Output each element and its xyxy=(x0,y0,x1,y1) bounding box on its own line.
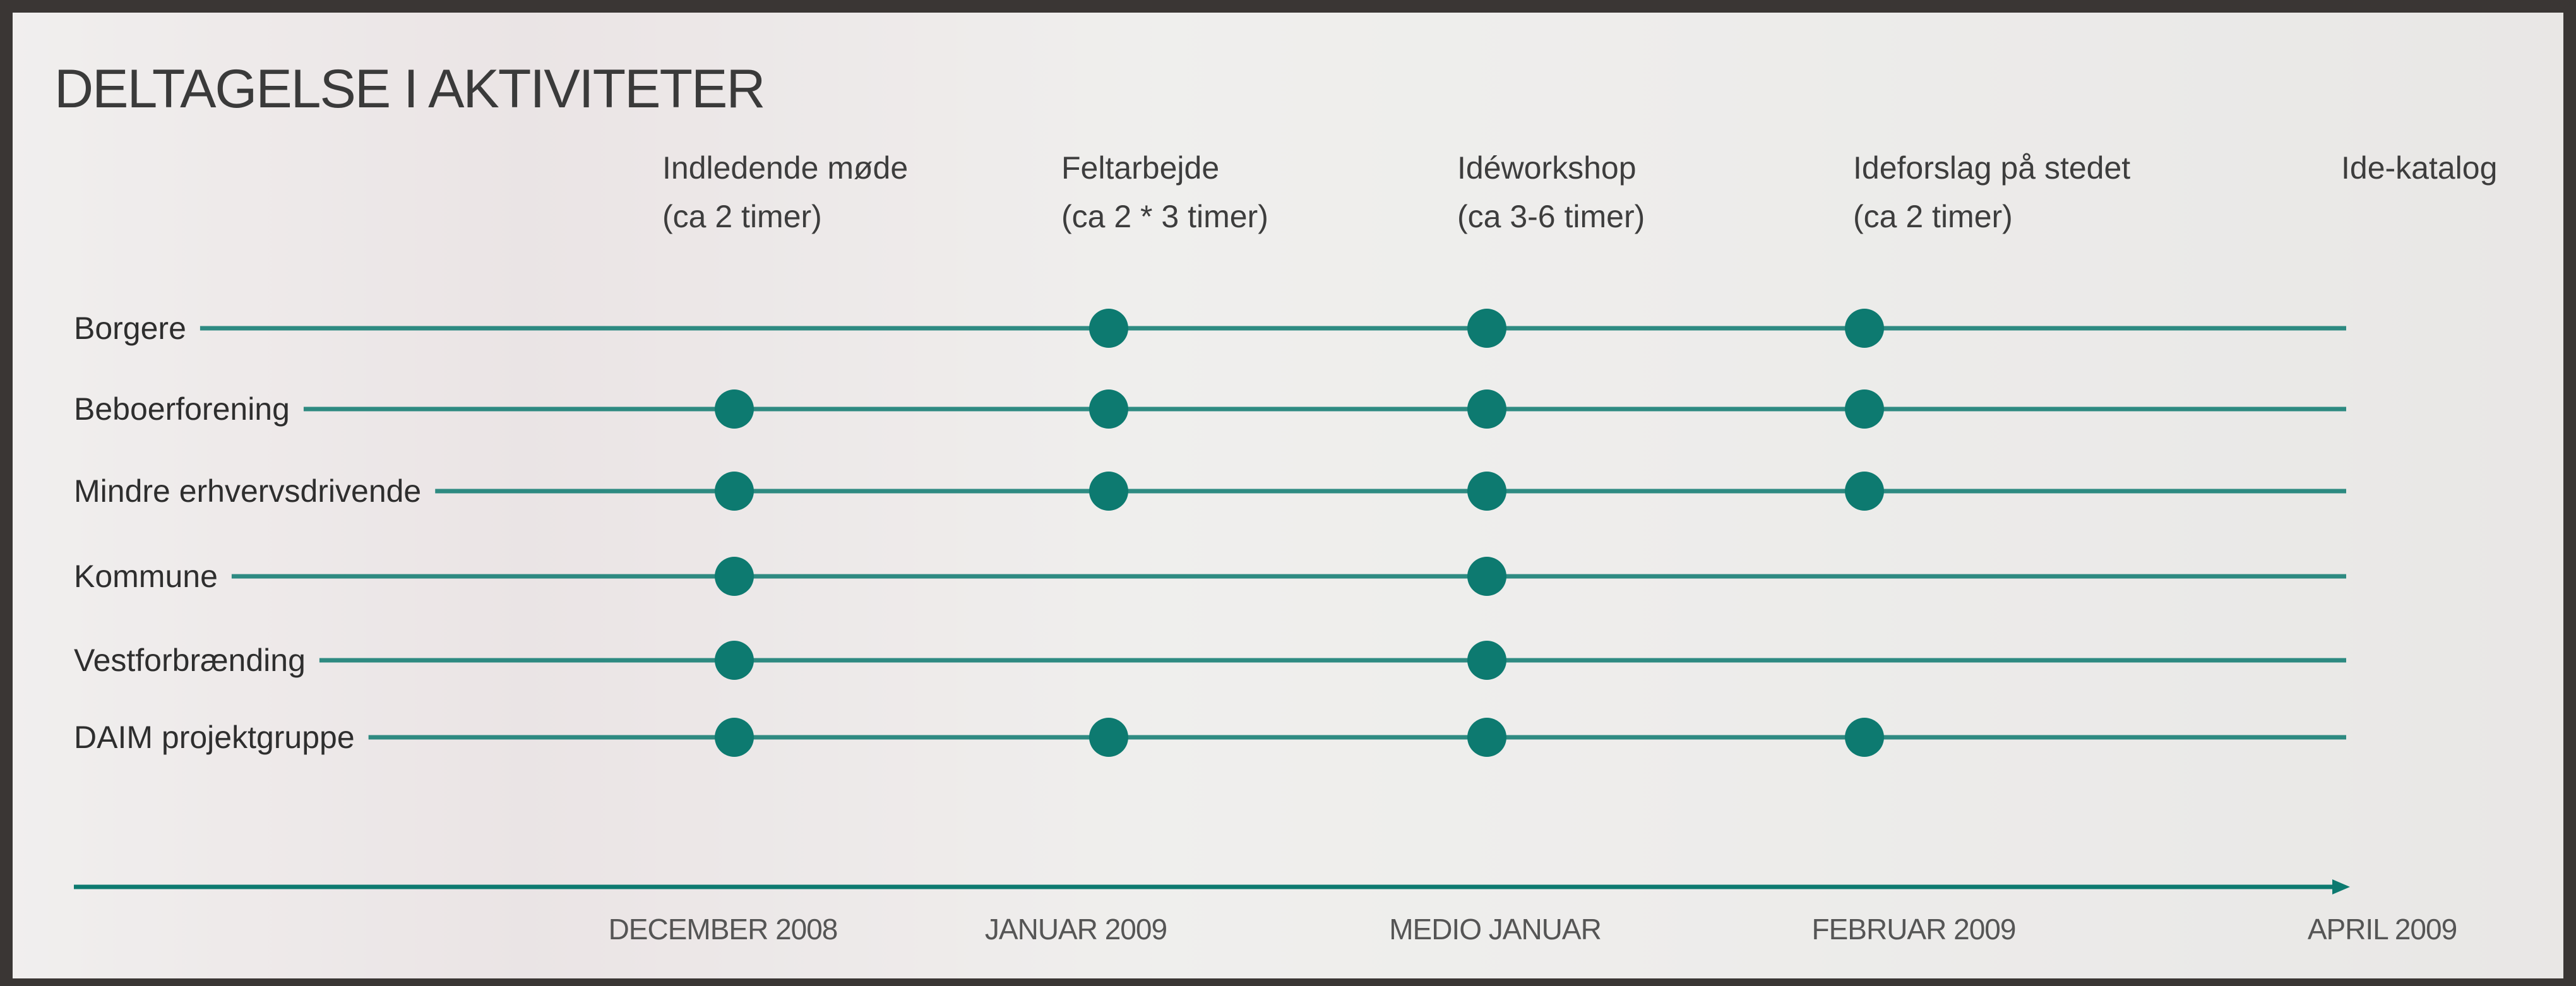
participation-dot xyxy=(1845,718,1884,757)
timeline-date: APRIL 2009 xyxy=(2308,913,2457,946)
title: DELTAGELSE I AKTIVITETER xyxy=(54,59,764,119)
activity-name: Feltarbejde xyxy=(1061,150,1219,186)
page: {"title": "DELTAGELSE I AKTIVITETER", "a… xyxy=(0,0,2576,986)
diagram: DELTAGELSE I AKTIVITETER Indledende møde… xyxy=(0,0,2576,986)
participation-dot xyxy=(715,472,754,511)
participation-dot xyxy=(1467,472,1506,511)
participation-dot xyxy=(1089,309,1128,348)
group-label: Borgere xyxy=(74,311,186,346)
participation-dot xyxy=(1845,309,1884,348)
timeline-date: JANUAR 2009 xyxy=(985,913,1167,946)
group-label: DAIM projektgruppe xyxy=(74,720,355,755)
timeline-date: DECEMBER 2008 xyxy=(609,913,838,946)
participation-dot xyxy=(1845,389,1884,429)
group-label: Mindre erhvervsdrivende xyxy=(74,473,421,509)
group-label: Vestforbrænding xyxy=(74,643,306,678)
participation-dot xyxy=(1089,389,1128,429)
activity-name: Ideforslag på stedet xyxy=(1853,150,2130,186)
participation-dot xyxy=(1467,309,1506,348)
activity-name: Idéworkshop xyxy=(1457,150,1637,186)
participation-dot xyxy=(1089,718,1128,757)
participation-dot xyxy=(715,641,754,680)
group-label: Kommune xyxy=(74,559,218,594)
activity-name: Indledende møde xyxy=(662,150,908,186)
activity-duration: (ca 2 * 3 timer) xyxy=(1061,199,1268,234)
activity-duration: (ca 3-6 timer) xyxy=(1457,199,1645,234)
activity-duration: (ca 2 timer) xyxy=(662,199,822,234)
activity-name: Ide-katalog xyxy=(2341,150,2497,186)
group-label: Beboerforening xyxy=(74,391,290,427)
participation-dot xyxy=(1467,718,1506,757)
participation-dot xyxy=(715,718,754,757)
participation-dot xyxy=(1467,641,1506,680)
timeline-date: MEDIO JANUAR xyxy=(1389,913,1601,946)
participation-dot xyxy=(715,389,754,429)
participation-dot xyxy=(1845,472,1884,511)
participation-dot xyxy=(715,557,754,596)
participation-dot xyxy=(1089,472,1128,511)
timeline-date: FEBRUAR 2009 xyxy=(1812,913,2016,946)
participation-dot xyxy=(1467,389,1506,429)
participation-dot xyxy=(1467,557,1506,596)
activity-duration: (ca 2 timer) xyxy=(1853,199,2013,234)
